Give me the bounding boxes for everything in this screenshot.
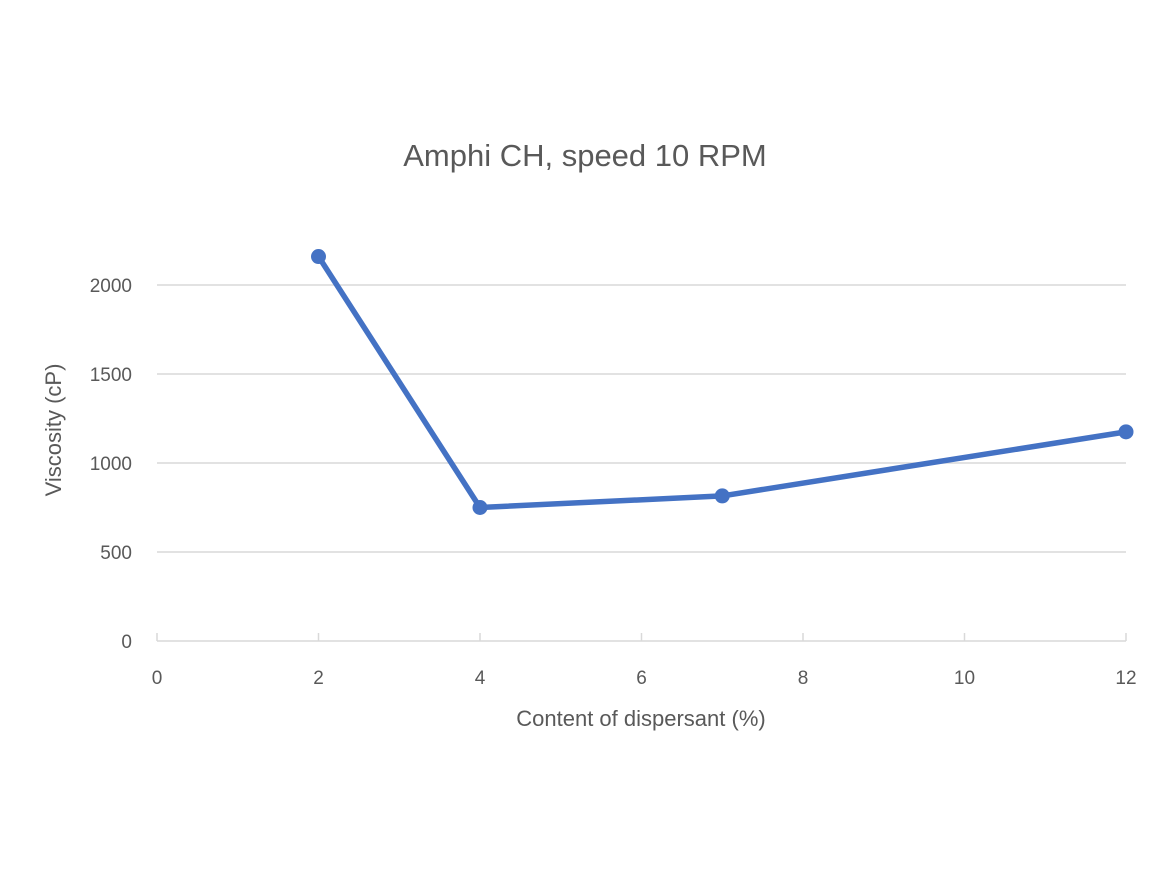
x-tick-label: 2 xyxy=(313,668,324,689)
chart-title: Amphi CH, speed 10 RPM xyxy=(403,138,767,173)
y-tick-label: 1500 xyxy=(90,365,132,386)
y-axis-label: Viscosity (cP) xyxy=(41,364,66,497)
data-point xyxy=(472,500,488,515)
y-tick-label: 0 xyxy=(121,632,132,653)
x-tick-label: 0 xyxy=(152,668,163,689)
y-axis: 0 500 1000 1500 2000 xyxy=(90,276,132,653)
y-tick-label: 500 xyxy=(100,543,132,564)
y-tick-label: 1000 xyxy=(90,454,132,475)
data-point xyxy=(1118,424,1134,440)
x-tick-label: 8 xyxy=(798,668,809,689)
x-tick-label: 12 xyxy=(1115,668,1136,689)
y-tick-label: 2000 xyxy=(90,276,132,297)
gridlines xyxy=(157,284,1126,553)
x-tick-label: 4 xyxy=(475,668,486,689)
data-point xyxy=(714,488,730,504)
series-group xyxy=(311,249,1134,515)
x-axis-label: Content of dispersant (%) xyxy=(516,706,765,731)
x-tick-label: 6 xyxy=(636,668,647,689)
series-line xyxy=(316,255,1127,511)
data-point xyxy=(311,249,326,265)
x-tick-label: 10 xyxy=(954,668,975,689)
x-axis: 0 2 4 6 8 10 12 xyxy=(152,633,1137,689)
